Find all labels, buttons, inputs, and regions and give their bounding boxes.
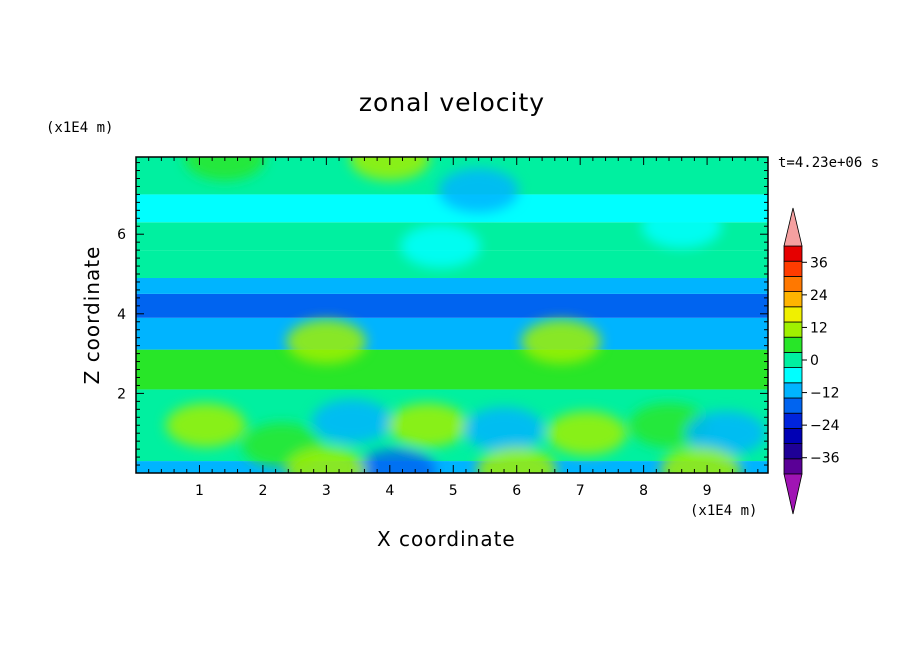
x-tick-label: 7 xyxy=(576,483,585,499)
field-band-0 xyxy=(136,461,768,473)
field-band-2 xyxy=(136,349,768,390)
field-feature-7 xyxy=(686,411,767,456)
x-tick-label: 1 xyxy=(195,483,204,499)
colorbar-cell-10 xyxy=(783,306,803,323)
field-feature-3 xyxy=(387,403,468,448)
colorbar-tick-label: 12 xyxy=(810,320,828,336)
x-tick-label: 5 xyxy=(449,483,458,499)
field-feature-15 xyxy=(641,204,722,249)
colorbar-under-arrow xyxy=(783,473,803,515)
colorbar-cell-14 xyxy=(783,245,803,262)
colorbar-over-arrow xyxy=(783,207,803,247)
colorbar-tick-label: 0 xyxy=(810,353,819,369)
field-feature-11 xyxy=(660,447,741,473)
x-axis-label: X coordinate xyxy=(377,527,516,551)
field-feature-13 xyxy=(184,157,265,181)
y-tick-label: 2 xyxy=(117,386,126,402)
colorbar-cell-3 xyxy=(783,412,803,429)
x-tick-label: 6 xyxy=(512,483,521,499)
field-feature-9 xyxy=(476,447,557,473)
field-feature-8 xyxy=(356,449,437,473)
x-tick-label: 8 xyxy=(639,483,648,499)
field-feature-4 xyxy=(464,407,545,452)
field-feature-5 xyxy=(546,411,627,456)
colorbar-cell-4 xyxy=(783,397,803,414)
y-tick-label: 6 xyxy=(117,227,126,243)
colorbar-cell-9 xyxy=(783,321,803,338)
velocity-field xyxy=(136,157,768,473)
colorbar-cell-8 xyxy=(783,336,803,353)
field-feature-2 xyxy=(311,399,392,444)
field-feature-16 xyxy=(400,224,481,269)
colorbar-cell-2 xyxy=(783,427,803,444)
x-axis-unit: (x1E4 m) xyxy=(690,503,758,519)
colorbar: 36 24 12 0 −12 −24 −36 xyxy=(783,207,840,515)
field-band-3 xyxy=(136,317,768,350)
colorbar-tick-label: 36 xyxy=(810,255,828,271)
colorbar-cell-12 xyxy=(783,275,803,292)
x-tick-label: 9 xyxy=(703,483,712,499)
plot-border xyxy=(135,156,769,474)
chart-title: zonal velocity xyxy=(358,88,546,117)
field-feature-10 xyxy=(286,447,367,473)
x-tick-label: 2 xyxy=(258,483,267,499)
field-feature-12 xyxy=(349,157,430,181)
field-feature-18 xyxy=(521,319,602,364)
plot-frame xyxy=(135,156,769,474)
colorbar-cell-13 xyxy=(783,260,803,277)
field-feature-17 xyxy=(286,319,367,364)
colorbar-cell-7 xyxy=(783,351,803,368)
field-feature-14 xyxy=(438,168,519,213)
colorbar-cell-1 xyxy=(783,443,803,460)
colorbar-cell-0 xyxy=(783,458,803,475)
field-feature-0 xyxy=(165,403,246,448)
colorbar-tick-label: −24 xyxy=(810,418,840,434)
field-band-4 xyxy=(136,293,768,318)
field-features xyxy=(165,157,767,473)
colorbar-tick-label: 24 xyxy=(810,288,828,304)
colorbar-cell-6 xyxy=(783,367,803,384)
colorbar-tick-label: −36 xyxy=(810,451,840,467)
y-axis-unit: (x1E4 m) xyxy=(46,120,114,136)
colorbar-cell-5 xyxy=(783,382,803,399)
x-tick-label: 3 xyxy=(322,483,331,499)
axis-ticks: 1 2 3 4 5 6 7 8 9 2 4 6 xyxy=(117,157,768,499)
colorbar-tick-label: −12 xyxy=(810,386,840,402)
time-label: t=4.23e+06 s xyxy=(778,155,880,171)
field-band-5 xyxy=(136,277,768,294)
x-tick-label: 4 xyxy=(385,483,394,499)
colorbar-cell-11 xyxy=(783,291,803,308)
y-tick-label: 4 xyxy=(117,307,126,323)
